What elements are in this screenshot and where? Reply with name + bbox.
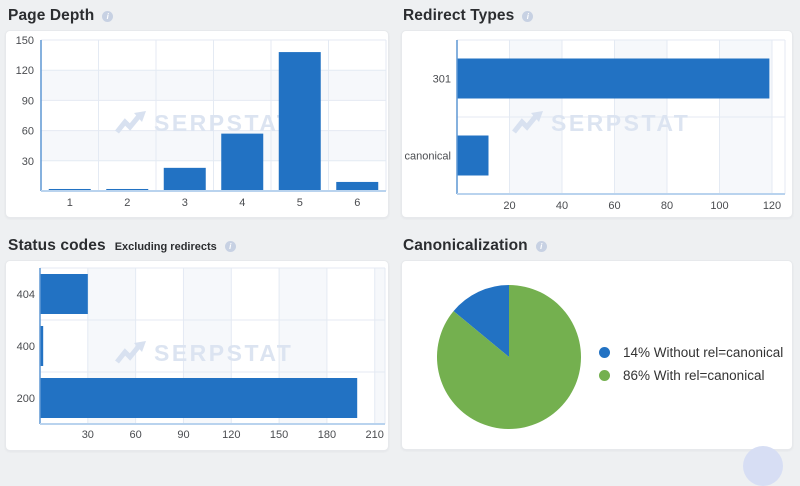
legend-row: 86% With rel=canonical (599, 368, 783, 383)
serpstat-logo-icon (512, 111, 543, 134)
svg-text:1: 1 (67, 197, 73, 209)
info-icon[interactable]: i (535, 240, 547, 252)
svg-text:60: 60 (608, 200, 620, 212)
svg-text:4: 4 (239, 197, 245, 209)
svg-text:120: 120 (222, 429, 240, 441)
page-depth-chart: 30 60 90 120 150 SERPSTAT 1 2 3 4 5 6 (16, 35, 387, 209)
serpstat-watermark: SERPSTAT (115, 340, 293, 366)
svg-text:150: 150 (270, 429, 288, 441)
svg-text:20: 20 (503, 200, 515, 212)
canonicalization-title: Canonicalization (403, 237, 528, 254)
svg-text:120: 120 (16, 65, 34, 77)
serpstat-watermark: SERPSTAT (512, 110, 690, 136)
pie-slice (437, 285, 581, 429)
svg-text:6: 6 (354, 197, 360, 209)
svg-text:150: 150 (16, 35, 34, 47)
legend-row: 14% Without rel=canonical (599, 345, 783, 360)
status-codes-header: Status codes Excluding redirects i (8, 234, 236, 258)
legend-label: 14% Without rel=canonical (623, 345, 784, 360)
redirect-types-header: Redirect Types i (403, 4, 534, 28)
svg-text:90: 90 (22, 95, 34, 107)
page-depth-header: Page Depth i (8, 4, 114, 28)
svg-text:SERPSTAT: SERPSTAT (551, 110, 690, 136)
svg-text:5: 5 (297, 197, 303, 209)
serpstat-logo-icon (115, 111, 146, 134)
redirect-types-card: 20 40 60 80 100 120 SERPSTAT 301 canonical (401, 30, 793, 218)
svg-text:100: 100 (710, 200, 728, 212)
svg-text:SERPSTAT: SERPSTAT (154, 340, 293, 366)
svg-text:40: 40 (556, 200, 568, 212)
canonicalization-header: Canonicalization i (403, 234, 547, 258)
serpstat-watermark: SERPSTAT (115, 110, 293, 136)
svg-text:400: 400 (17, 341, 35, 353)
svg-text:404: 404 (17, 289, 35, 301)
status-codes-card: 30 60 90 120 150 180 210 SERPSTAT 404 400 200 (5, 260, 389, 451)
svg-text:2: 2 (124, 197, 130, 209)
svg-text:30: 30 (82, 429, 94, 441)
canonicalization-card: 14% Without rel=canonical 86% With rel=c… (401, 260, 793, 450)
svg-text:120: 120 (763, 200, 781, 212)
chat-bubble-button[interactable] (743, 446, 783, 486)
svg-text:301: 301 (433, 74, 451, 86)
page-depth-card: 30 60 90 120 150 SERPSTAT 1 2 3 4 5 6 (5, 30, 389, 218)
info-icon[interactable]: i (102, 10, 114, 22)
page-depth-title: Page Depth (8, 7, 95, 24)
redirect-types-title: Redirect Types (403, 7, 515, 24)
svg-text:80: 80 (661, 200, 673, 212)
legend-dot (599, 370, 610, 381)
status-codes-title: Status codes (8, 237, 106, 254)
redirect-types-chart: 20 40 60 80 100 120 SERPSTAT 301 canonical (405, 39, 786, 212)
status-codes-chart: 30 60 90 120 150 180 210 SERPSTAT 404 400 200 (17, 267, 386, 441)
svg-text:200: 200 (17, 393, 35, 405)
status-codes-subtitle: Excluding redirects (114, 241, 217, 253)
svg-text:60: 60 (130, 429, 142, 441)
legend-label: 86% With rel=canonical (623, 368, 765, 383)
serpstat-logo-icon (115, 341, 146, 364)
svg-text:180: 180 (318, 429, 336, 441)
pie-legend: 14% Without rel=canonical 86% With rel=c… (599, 345, 783, 383)
canonicalization-pie-chart (437, 285, 581, 429)
info-icon[interactable]: i (224, 240, 236, 252)
svg-text:canonical: canonical (405, 151, 451, 163)
svg-text:SERPSTAT: SERPSTAT (154, 110, 293, 136)
svg-text:90: 90 (177, 429, 189, 441)
pie-slice (453, 285, 509, 357)
info-icon[interactable]: i (522, 10, 534, 22)
svg-text:30: 30 (22, 156, 34, 168)
svg-text:3: 3 (182, 197, 188, 209)
legend-dot (599, 347, 610, 358)
svg-text:60: 60 (22, 126, 34, 138)
svg-text:210: 210 (366, 429, 384, 441)
